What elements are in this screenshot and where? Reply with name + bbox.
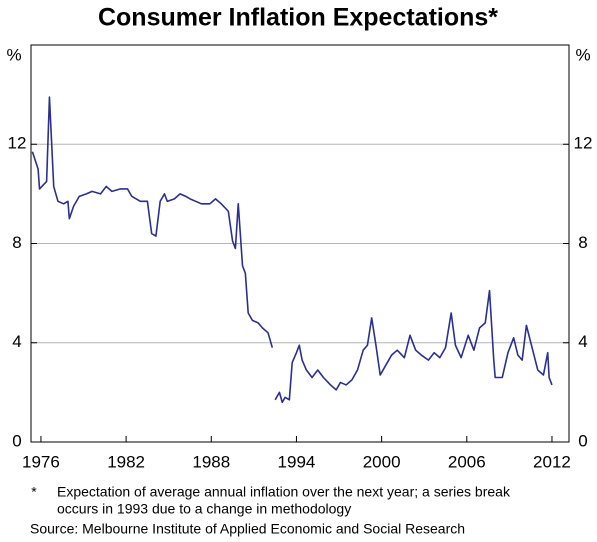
y-tick-label: 8 [12,233,21,252]
y2-tick-label: 4 [578,332,587,351]
y-axis-label: % [6,45,21,64]
x-tick-label: 1994 [278,452,316,471]
y-tick-label: 0 [12,431,21,450]
y2-tick-label: 12 [574,134,593,153]
footnote: Expectation of average annual inflation … [57,484,511,500]
x-tick-label: 1982 [107,452,145,471]
data-line [31,96,553,404]
chart-title: Consumer Inflation Expectations* [98,4,498,32]
footnote-marker: * [31,484,37,500]
x-tick-label: 2006 [448,452,486,471]
y-tick-label: 4 [12,332,21,351]
plot-frame [30,44,570,443]
source: Source: Melbourne Institute of Applied E… [30,521,465,537]
y2-tick-label: 0 [578,431,587,450]
x-tick-label: 1988 [192,452,230,471]
x-tick-label: 1976 [22,452,60,471]
y-tick-label: 12 [8,134,27,153]
footnote: occurs in 1993 due to a change in method… [57,501,351,517]
x-tick-label: 2000 [363,452,401,471]
y2-tick-label: 8 [578,233,587,252]
x-tick-label: 2012 [533,452,571,471]
y2-axis-label: % [575,45,590,64]
